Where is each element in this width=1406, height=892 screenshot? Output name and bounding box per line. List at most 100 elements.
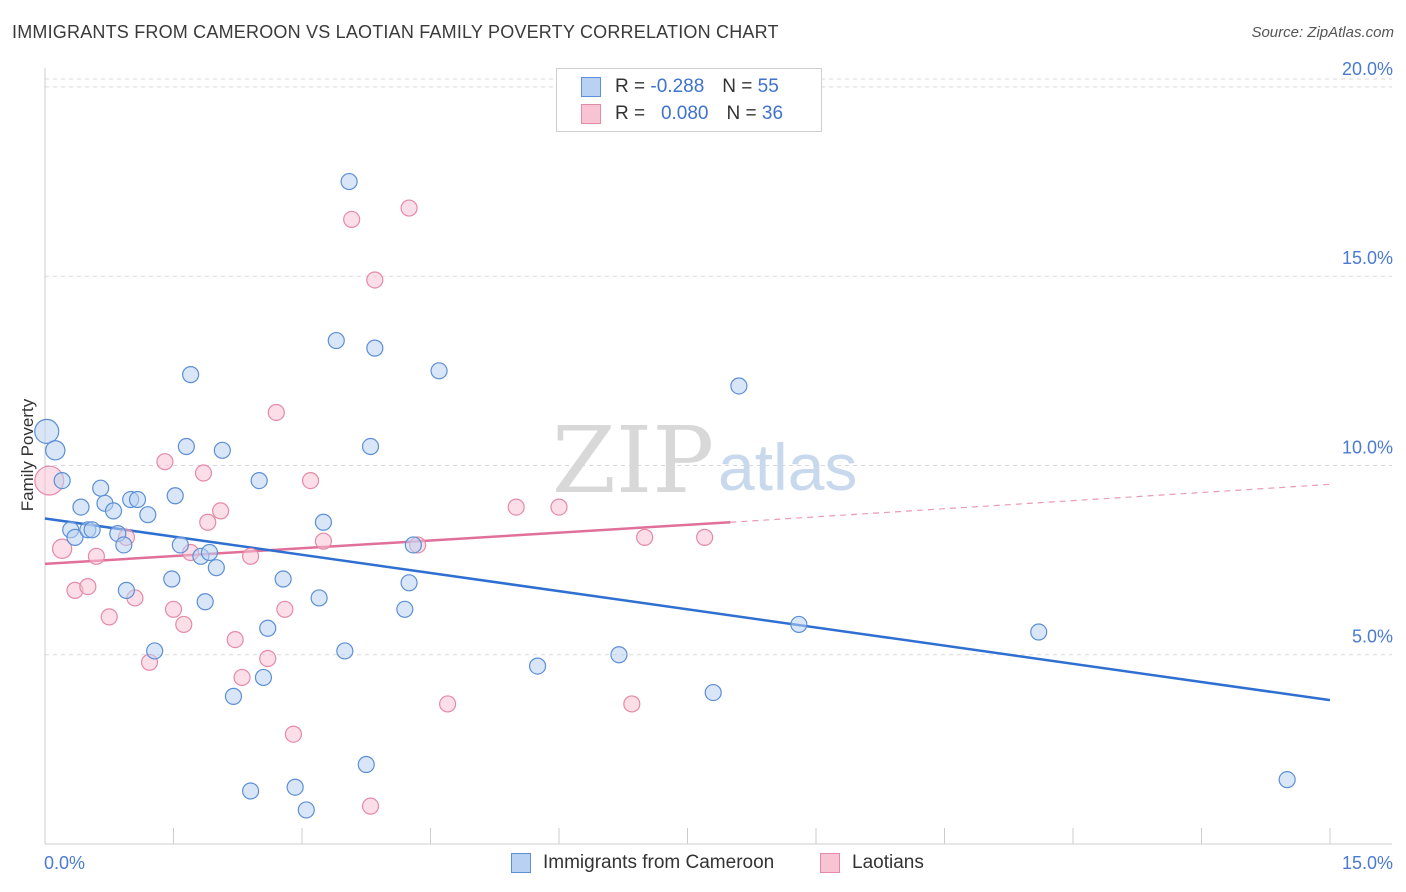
cameroon-point	[430, 362, 448, 380]
cameroon-point	[314, 513, 333, 531]
x-tick-labels: 0.0% 15.0%	[44, 853, 1393, 873]
cameroon-point	[274, 570, 292, 588]
cameroon-point	[340, 172, 358, 191]
laotians-point	[366, 271, 384, 289]
cameroon-point	[66, 528, 84, 546]
x-tick-label: 15.0%	[1342, 853, 1393, 873]
legend-label-cameroon: Immigrants from Cameroon	[543, 852, 775, 873]
laotians-point	[623, 695, 641, 713]
cameroon-point	[404, 536, 422, 554]
laotians-point	[164, 600, 183, 618]
cameroon-point	[115, 536, 133, 554]
cameroon-point	[704, 683, 722, 702]
legend-label-laotians: Laotians	[852, 852, 924, 873]
source-label: Source: ZipAtlas.com	[1251, 24, 1394, 41]
cameroon-point	[182, 366, 200, 384]
cameroon-point	[610, 646, 628, 664]
laotians-legend-swatch	[820, 853, 840, 873]
stats-row-laotians: R = 0.080 N = 36	[581, 102, 783, 126]
laotians-point	[400, 199, 418, 217]
cameroon-point	[790, 615, 808, 634]
laotians-point	[276, 600, 294, 618]
legend-item-cameroon[interactable]: Immigrants from Cameroon	[511, 852, 774, 874]
cameroon-trend-line	[44, 517, 1331, 702]
laotians-point	[507, 498, 525, 516]
cameroon-point	[213, 441, 231, 459]
laotians-point	[636, 528, 654, 546]
cameroon-point	[396, 600, 414, 618]
cameroon-point	[200, 543, 219, 562]
laotians-point	[212, 502, 230, 520]
cameroon-point	[128, 490, 147, 509]
cameroon-point	[146, 642, 164, 660]
r-value: 0.080	[660, 103, 709, 124]
cameroon-point	[259, 619, 277, 637]
cameroon-swatch	[581, 77, 601, 97]
cameroon-point	[336, 642, 354, 660]
n-label: N =	[726, 103, 757, 124]
watermark-atlas: atlas	[718, 430, 857, 504]
laotians-swatch	[581, 104, 601, 124]
watermark: ZIP atlas	[552, 407, 857, 514]
n-label: N =	[722, 76, 753, 97]
laotians-point	[233, 668, 251, 687]
legend-item-laotians[interactable]: Laotians	[820, 852, 924, 874]
cameroon-point	[83, 521, 101, 539]
cameroon-point	[297, 801, 315, 819]
cameroon-point	[250, 472, 268, 490]
cameroon-point	[1030, 623, 1048, 641]
cameroon-point	[72, 498, 90, 516]
cameroon-point	[53, 472, 71, 490]
cameroon-point	[357, 755, 375, 774]
y-tick-label: 15.0%	[1342, 248, 1393, 268]
cameroon-point	[163, 570, 181, 588]
cameroon-point	[327, 331, 345, 350]
cameroon-point	[171, 536, 189, 554]
n-value: 55	[757, 76, 779, 97]
cameroon-point	[400, 574, 418, 592]
stats-row-cameroon: R = -0.288 N = 55	[581, 75, 779, 99]
cameroon-point	[1278, 771, 1296, 789]
laotians-point	[87, 547, 106, 565]
y-tick-label: 5.0%	[1352, 627, 1393, 647]
n-value: 36	[761, 103, 784, 124]
laotians-point	[301, 472, 320, 490]
r-value: -0.288	[650, 76, 705, 97]
cameroon-point	[366, 339, 384, 357]
laotians-point	[361, 797, 380, 815]
laotians-point	[439, 695, 457, 713]
laotians-point	[226, 630, 244, 649]
laotians-point	[199, 513, 217, 531]
chart-title: IMMIGRANTS FROM CAMEROON VS LAOTIAN FAMI…	[12, 22, 779, 42]
laotians-point	[156, 453, 174, 471]
laotians-point	[284, 725, 303, 743]
laotians-point	[550, 498, 568, 516]
cameroon-point	[92, 479, 110, 497]
laotians-point	[194, 464, 213, 482]
stats-legend: R = -0.288 N = 55 R = 0.080 N = 36	[556, 68, 822, 132]
cameroon-point	[45, 440, 66, 461]
laotians-point	[696, 528, 714, 546]
y-tick-label: 20.0%	[1342, 59, 1393, 79]
laotians-point	[343, 210, 361, 229]
cameroon-point	[104, 502, 123, 520]
grid-lines	[45, 78, 1392, 656]
cameroon-point	[177, 437, 195, 456]
cameroon-point	[254, 668, 273, 687]
cameroon-point	[207, 559, 225, 577]
laotians-point	[259, 649, 277, 668]
cameroon-point	[361, 437, 380, 456]
cameroon-point	[224, 687, 243, 705]
cameroon-point	[286, 778, 304, 796]
laotians-point	[100, 608, 118, 626]
laotians-points	[34, 199, 714, 815]
trend-lines	[44, 483, 1331, 702]
y-tick-label: 10.0%	[1342, 437, 1393, 457]
axes	[44, 68, 1392, 845]
laotians-trend-line	[44, 520, 731, 566]
laotians-point	[314, 532, 333, 550]
watermark-zip: ZIP	[552, 407, 714, 514]
cameroon-point	[242, 782, 260, 800]
laotians-trend-extension	[730, 483, 1331, 523]
